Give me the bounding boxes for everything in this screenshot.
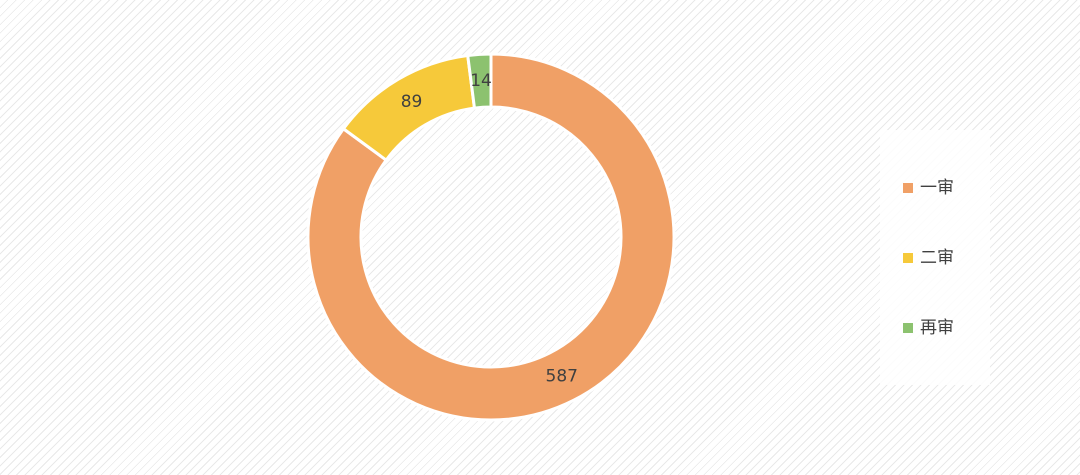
legend-box (880, 130, 990, 385)
data-label: 89 (401, 92, 423, 112)
legend-label: 再审 (920, 318, 954, 338)
donut-segment (306, 52, 676, 422)
legend-label: 一审 (920, 178, 954, 198)
data-label: 587 (546, 367, 578, 387)
legend-swatch (903, 253, 913, 263)
legend-swatch (903, 323, 913, 333)
data-label: 14 (470, 71, 492, 91)
legend-swatch (903, 183, 913, 193)
donut-segment (466, 52, 493, 110)
legend-label: 二审 (920, 248, 954, 268)
